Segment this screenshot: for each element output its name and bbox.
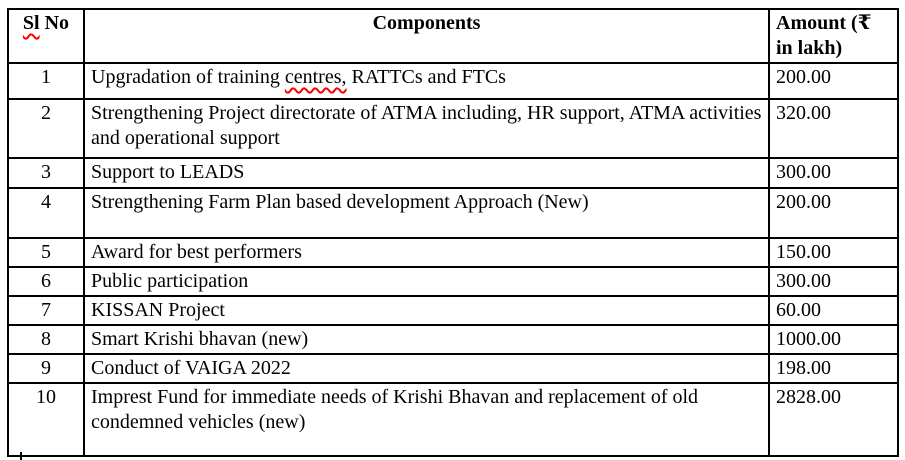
amount-cell: 320.00 (768, 98, 899, 159)
sl-cell: 3 (7, 157, 85, 189)
component-cell: Strengthening Farm Plan based developmen… (83, 187, 770, 239)
sl-cell: 8 (7, 324, 85, 355)
component-cell: Imprest Fund for immediate needs of Kris… (83, 382, 770, 457)
table-row: 3 Support to LEADS 300.00 (7, 157, 899, 189)
component-cell: Award for best performers (83, 237, 770, 268)
budget-table: Sl No Components Amount (₹ in lakh) 1 Up… (7, 8, 899, 457)
sl-cell: 9 (7, 353, 85, 384)
amount-cell: 60.00 (768, 295, 899, 326)
sl-cell: 6 (7, 266, 85, 297)
col-header-amount: Amount (₹ in lakh) (768, 8, 899, 64)
col-header-components: Components (83, 8, 770, 64)
component-cell: Support to LEADS (83, 157, 770, 189)
table-row: 8 Smart Krishi bhavan (new) 1000.00 (7, 324, 899, 355)
component-cell: KISSAN Project (83, 295, 770, 326)
sl-cell: 10 (7, 382, 85, 457)
spellcheck-underline: centres, (284, 66, 347, 88)
amount-cell: 198.00 (768, 353, 899, 384)
amount-cell: 150.00 (768, 237, 899, 268)
component-cell: Public participation (83, 266, 770, 297)
table-row: 7 KISSAN Project 60.00 (7, 295, 899, 326)
header-row: Sl No Components Amount (₹ in lakh) (7, 8, 899, 64)
sl-cell: 4 (7, 187, 85, 239)
col-header-sl-no: Sl No (7, 8, 85, 64)
table-row: 10 Imprest Fund for immediate needs of K… (7, 382, 899, 457)
component-cell: Upgradation of training centres, RATTCs … (83, 62, 770, 100)
table-row: 5 Award for best performers 150.00 (7, 237, 899, 268)
sl-cell: 1 (7, 62, 85, 100)
sl-cell: 7 (7, 295, 85, 326)
spellcheck-underline: Sl (22, 12, 40, 34)
amount-cell: 2828.00 (768, 382, 899, 457)
amount-cell: 300.00 (768, 266, 899, 297)
sl-cell: 2 (7, 98, 85, 159)
table-row: 4 Strengthening Farm Plan based developm… (7, 187, 899, 239)
cutoff-text-fragment (20, 452, 22, 460)
table-row: 1 Upgradation of training centres, RATTC… (7, 62, 899, 100)
table-row: 9 Conduct of VAIGA 2022 198.00 (7, 353, 899, 384)
amount-cell: 1000.00 (768, 324, 899, 355)
component-cell: Strengthening Project directorate of ATM… (83, 98, 770, 159)
amount-cell: 200.00 (768, 187, 899, 239)
sl-cell: 5 (7, 237, 85, 268)
component-cell: Smart Krishi bhavan (new) (83, 324, 770, 355)
amount-cell: 300.00 (768, 157, 899, 189)
table-row: 2 Strengthening Project directorate of A… (7, 98, 899, 159)
amount-cell: 200.00 (768, 62, 899, 100)
table-body: 1 Upgradation of training centres, RATTC… (7, 62, 899, 457)
component-cell: Conduct of VAIGA 2022 (83, 353, 770, 384)
table-row: 6 Public participation 300.00 (7, 266, 899, 297)
